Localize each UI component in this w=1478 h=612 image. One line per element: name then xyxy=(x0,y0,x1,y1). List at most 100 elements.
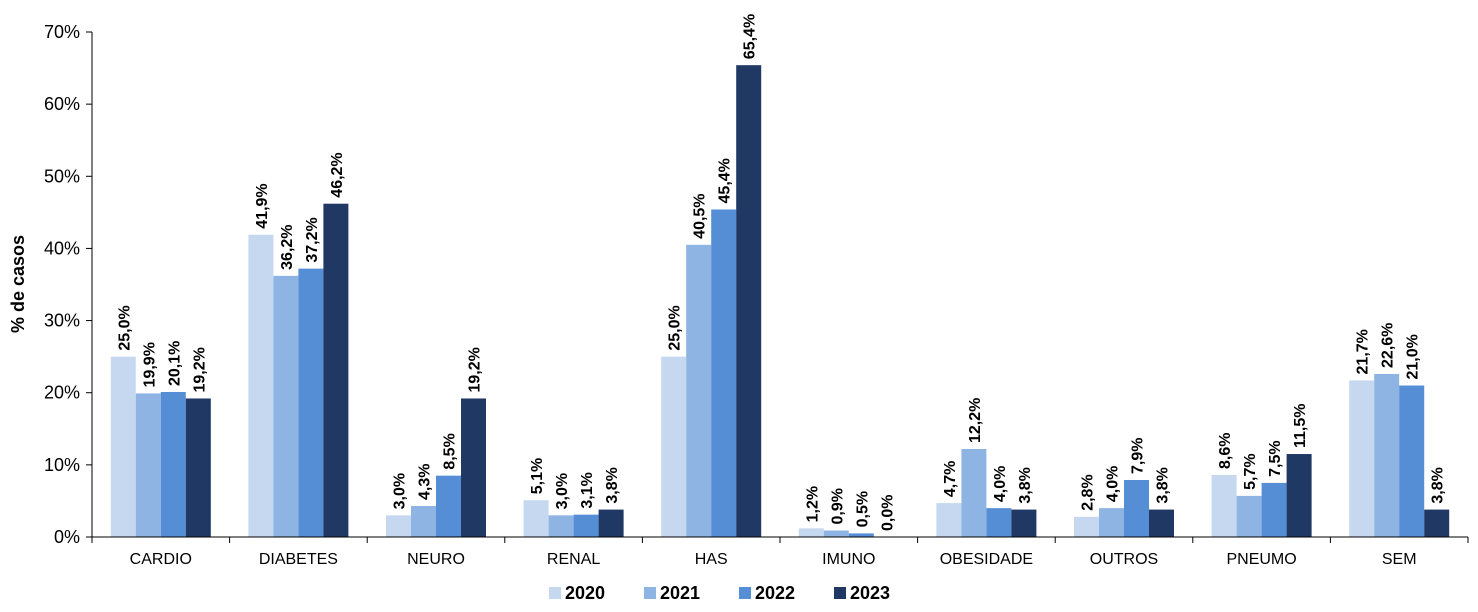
bar-2021-sem xyxy=(1374,373,1400,537)
data-label: 12,2% xyxy=(967,398,984,443)
bar-2023-obesidade xyxy=(1011,509,1037,537)
data-label: 7,5% xyxy=(1267,440,1284,476)
legend-swatch-2023 xyxy=(834,587,846,599)
data-label: 4,0% xyxy=(1105,466,1122,502)
bar-2022-sem xyxy=(1399,385,1425,537)
data-label: 5,1% xyxy=(529,458,546,494)
data-label: 19,2% xyxy=(467,347,484,392)
bar-2021-neuro xyxy=(411,505,436,537)
bar-2020-obesidade xyxy=(936,503,962,537)
x-tick-label-renal: RENAL xyxy=(547,551,600,568)
bar-2022-diabetes xyxy=(298,268,324,537)
data-label: 25,0% xyxy=(667,305,684,350)
bar-2021-has xyxy=(686,244,712,538)
bars-group xyxy=(110,65,1450,538)
data-label: 19,9% xyxy=(141,342,158,387)
legend: 2020 2021 2022 2023 xyxy=(549,583,890,603)
legend-label-2020: 2020 xyxy=(565,583,605,603)
data-label: 11,5% xyxy=(1292,404,1309,448)
y-tick-label: 50% xyxy=(44,166,80,186)
y-tick-label: 30% xyxy=(44,311,80,331)
x-tick-label-pneumo: PNEUMO xyxy=(1226,551,1296,568)
legend-label-2023: 2023 xyxy=(850,583,890,603)
bar-2022-has xyxy=(711,209,737,537)
data-label: 0,9% xyxy=(829,488,846,524)
bar-2022-imuno xyxy=(848,533,874,537)
data-label: 46,2% xyxy=(329,152,346,197)
data-label: 65,4% xyxy=(742,14,759,59)
bar-2022-pneumo xyxy=(1261,482,1287,537)
bar-2021-pneumo xyxy=(1236,495,1262,537)
bar-2022-cardio xyxy=(160,391,186,537)
x-tick-label-has: HAS xyxy=(695,551,728,568)
bar-2022-outros xyxy=(1124,480,1149,537)
y-tick-label: 70% xyxy=(44,22,80,42)
y-tick-label: 0% xyxy=(54,527,80,547)
data-label: 4,0% xyxy=(992,466,1009,502)
data-label: 7,9% xyxy=(1130,438,1147,474)
data-label: 19,2% xyxy=(191,347,208,392)
bar-2021-renal xyxy=(548,515,574,537)
data-label: 36,2% xyxy=(279,224,296,269)
data-label: 25,0% xyxy=(116,305,133,350)
bar-2020-cardio xyxy=(110,356,136,537)
data-label: 3,8% xyxy=(1017,467,1034,503)
bar-2023-has xyxy=(736,65,762,537)
bar-2020-neuro xyxy=(386,515,411,537)
data-label: 3,0% xyxy=(554,473,571,509)
bar-2023-pneumo xyxy=(1286,454,1312,537)
data-label: 1,2% xyxy=(804,486,821,522)
data-label: 20,1% xyxy=(166,341,183,386)
bar-2022-neuro xyxy=(436,475,461,537)
bar-2022-obesidade xyxy=(986,508,1012,537)
data-label: 3,0% xyxy=(392,473,409,509)
y-tick-label: 20% xyxy=(44,383,80,403)
y-axis: 0% 10% 20% 30% 40% 50% 60% 70% xyxy=(44,22,93,547)
x-tick-label-diabetes: DIABETES xyxy=(259,551,338,568)
bar-2020-imuno xyxy=(798,528,824,537)
bar-2020-pneumo xyxy=(1211,474,1237,537)
data-label: 0,0% xyxy=(879,495,896,531)
data-label: 3,8% xyxy=(1430,467,1447,503)
bar-2020-has xyxy=(661,356,687,537)
x-tick-label-obesidade: OBESIDADE xyxy=(940,551,1033,568)
x-tick-label-neuro: NEURO xyxy=(407,551,465,568)
data-label: 21,0% xyxy=(1405,334,1422,379)
bar-2023-diabetes xyxy=(323,203,349,537)
legend-label-2021: 2021 xyxy=(660,583,700,603)
y-tick-label: 40% xyxy=(44,238,80,258)
bar-2021-cardio xyxy=(135,393,161,537)
bar-2021-diabetes xyxy=(273,275,299,537)
data-label: 37,2% xyxy=(304,217,321,262)
bar-2023-renal xyxy=(598,509,624,537)
y-tick-label: 60% xyxy=(44,94,80,114)
data-label: 3,1% xyxy=(579,472,596,508)
data-label: 5,7% xyxy=(1242,453,1259,489)
data-labels-group: 25,0% 19,9% 20,1% 19,2% 41,9% 36,2% 37,2% 46,2%… xyxy=(116,14,1446,531)
y-tick-label: 10% xyxy=(44,455,80,475)
bar-2023-outros xyxy=(1149,509,1174,537)
x-tick-label-imuno: IMUNO xyxy=(822,551,875,568)
bar-2022-renal xyxy=(573,514,599,537)
data-label: 40,5% xyxy=(692,193,709,238)
data-label: 21,7% xyxy=(1355,329,1372,374)
legend-label-2022: 2022 xyxy=(755,583,795,603)
x-tick-label-sem: SEM xyxy=(1382,551,1417,568)
bar-2023-neuro xyxy=(461,398,486,537)
data-label: 22,6% xyxy=(1380,323,1397,368)
bar-2021-imuno xyxy=(823,530,849,537)
bar-2020-outros xyxy=(1074,516,1099,537)
data-label: 3,8% xyxy=(1155,467,1172,503)
legend-swatch-2022 xyxy=(739,587,751,599)
data-label: 41,9% xyxy=(254,183,271,228)
x-tick-label-cardio: CARDIO xyxy=(130,551,192,568)
bar-2020-renal xyxy=(523,500,549,537)
legend-swatch-2020 xyxy=(549,587,561,599)
bar-2021-outros xyxy=(1099,508,1124,537)
data-label: 2,8% xyxy=(1080,474,1097,510)
legend-swatch-2021 xyxy=(644,587,656,599)
y-axis-label-group: % de casos xyxy=(8,235,28,333)
data-label: 8,5% xyxy=(442,433,459,469)
